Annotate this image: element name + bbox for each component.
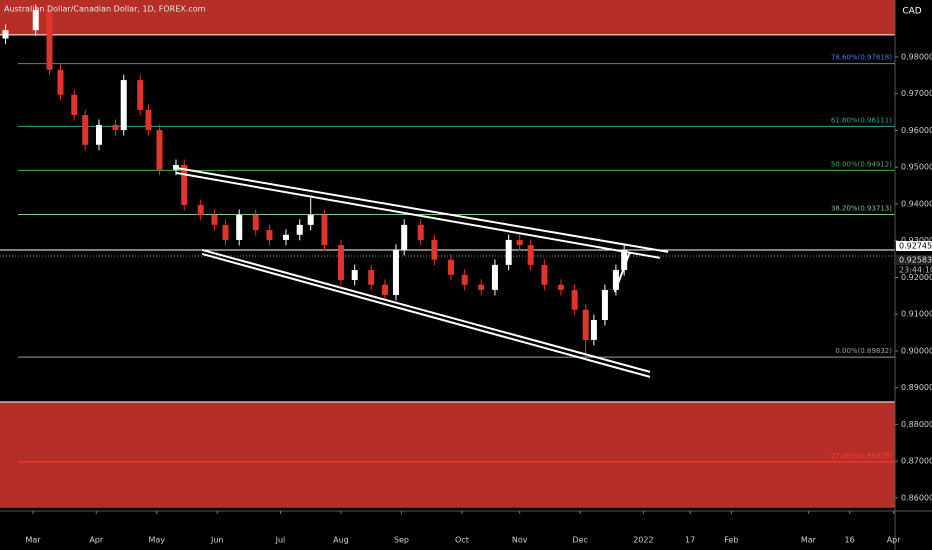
countdown: 23:44:10 bbox=[899, 265, 932, 274]
x-tick-label: Mar bbox=[801, 536, 817, 545]
y-tick-label: 0.91000 bbox=[901, 310, 932, 319]
candle-body bbox=[46, 9, 53, 70]
candle-body bbox=[381, 284, 388, 296]
currency: CAD bbox=[902, 7, 921, 17]
candle-body bbox=[582, 309, 589, 340]
fib-label: 78.60%(0.97818) bbox=[831, 54, 892, 62]
candle-body bbox=[505, 239, 512, 265]
candle-body bbox=[71, 94, 78, 116]
fib-label: 50.00%(0.94912) bbox=[831, 160, 892, 168]
x-tick-label: Jul bbox=[275, 536, 286, 545]
candle-body bbox=[296, 224, 303, 235]
x-tick-label: 17 bbox=[685, 536, 695, 545]
candle-body bbox=[2, 30, 9, 39]
candle-body bbox=[401, 224, 408, 250]
candle-body bbox=[252, 214, 259, 231]
candle-body bbox=[431, 239, 438, 260]
candle-body bbox=[82, 115, 89, 145]
zone bbox=[0, 0, 895, 35]
candle-body bbox=[266, 230, 273, 240]
x-tick-label: 2022 bbox=[633, 536, 653, 545]
candle-body bbox=[181, 164, 188, 206]
y-tick-label: 0.97000 bbox=[901, 89, 932, 98]
x-tick-label: May bbox=[148, 536, 165, 545]
x-tick-label: Feb bbox=[724, 536, 738, 545]
trendline bbox=[201, 252, 651, 378]
price-tag bbox=[896, 241, 932, 252]
price-tag-label: 0.92583 bbox=[899, 255, 932, 264]
y-tick-label: 0.96000 bbox=[901, 126, 932, 135]
candle-body bbox=[321, 214, 328, 246]
candle-body bbox=[211, 214, 218, 225]
price-tag bbox=[896, 254, 932, 265]
candle-body bbox=[557, 284, 564, 290]
candle-body bbox=[145, 109, 152, 131]
candle-body bbox=[516, 239, 523, 246]
candle-body bbox=[351, 270, 358, 280]
x-tick-label: Jun bbox=[210, 536, 224, 545]
candle-body bbox=[197, 205, 204, 215]
x-tick-label: Nov bbox=[512, 536, 528, 545]
candle-body bbox=[172, 164, 179, 170]
candle-body bbox=[222, 224, 229, 240]
candle-body bbox=[621, 249, 628, 271]
price-axis bbox=[895, 0, 932, 550]
trendline bbox=[201, 248, 651, 373]
x-tick-label: Sep bbox=[394, 536, 409, 545]
candle-body bbox=[478, 284, 485, 290]
y-tick-label: 0.95000 bbox=[901, 163, 932, 172]
candle-body bbox=[541, 264, 548, 285]
chart-title: Australian Dollar/Canadian Dollar, 1D, F… bbox=[4, 5, 206, 14]
fib-label: 0.00%(0.89832) bbox=[835, 347, 892, 355]
trendline bbox=[175, 171, 661, 259]
y-tick-label: 0.92000 bbox=[901, 273, 932, 282]
fib-label: -27.00%(0.86979) bbox=[828, 452, 892, 460]
fib-label: 61.80%(0.96111) bbox=[831, 116, 892, 124]
candle-body bbox=[137, 80, 144, 110]
candle-body bbox=[337, 245, 344, 280]
candle-body bbox=[491, 264, 498, 290]
y-tick-label: 0.87000 bbox=[901, 457, 932, 466]
y-tick-label: 0.98000 bbox=[901, 52, 932, 61]
candle-body bbox=[447, 259, 454, 275]
candle-body bbox=[95, 124, 102, 145]
x-tick-label: Apr bbox=[887, 536, 902, 545]
candle-body bbox=[417, 224, 424, 240]
x-tick-label: Dec bbox=[572, 536, 587, 545]
fib-label: 38.20%(0.93713) bbox=[831, 204, 892, 212]
x-tick-label: Apr bbox=[89, 536, 104, 545]
candle-body bbox=[57, 69, 64, 95]
y-tick-label: 0.86000 bbox=[901, 493, 932, 502]
candle-body bbox=[392, 249, 399, 296]
y-tick-label: 0.88000 bbox=[901, 420, 932, 429]
candle-body bbox=[527, 245, 534, 265]
candle-body bbox=[571, 289, 578, 310]
candle-body bbox=[307, 214, 314, 225]
candle-body bbox=[282, 234, 289, 240]
candle-body bbox=[612, 270, 619, 290]
candle-body bbox=[590, 320, 597, 340]
y-tick-label: 0.89000 bbox=[901, 383, 932, 392]
candle-body bbox=[368, 270, 375, 285]
x-tick-label: Aug bbox=[333, 536, 349, 545]
trendline bbox=[613, 251, 631, 293]
candle-body bbox=[120, 80, 127, 131]
candle-body bbox=[32, 9, 39, 31]
zone bbox=[0, 401, 895, 508]
trendline bbox=[175, 166, 669, 253]
candle-body bbox=[112, 124, 119, 131]
candle-body bbox=[461, 274, 468, 285]
candle-body bbox=[156, 130, 163, 170]
candle-body bbox=[236, 214, 243, 240]
x-tick-label: 16 bbox=[845, 536, 855, 545]
y-tick-label: 0.90000 bbox=[901, 346, 932, 355]
y-tick-label: 0.93000 bbox=[901, 236, 932, 245]
x-tick-label: Mar bbox=[25, 536, 41, 545]
x-tick-label: Oct bbox=[455, 536, 469, 545]
price-tag-label: 0.92745 bbox=[899, 242, 932, 251]
candle-body bbox=[601, 289, 608, 321]
y-tick-label: 0.94000 bbox=[901, 199, 932, 208]
